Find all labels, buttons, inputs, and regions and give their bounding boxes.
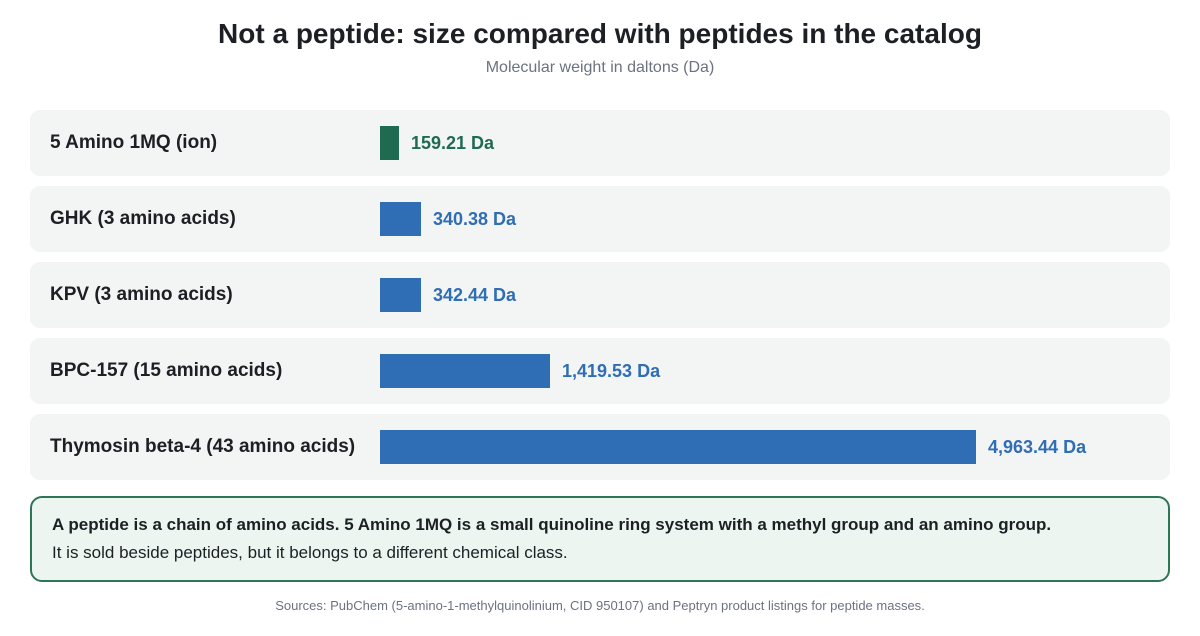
bar: [380, 202, 421, 236]
chart-row: BPC-157 (15 amino acids) 1,419.53 Da: [30, 338, 1170, 404]
data-label: 342.44 Da: [433, 285, 517, 305]
bar: [380, 430, 976, 464]
chart-row: GHK (3 amino acids) 340.38 Da: [30, 186, 1170, 252]
bar: [380, 354, 550, 388]
chart-row: KPV (3 amino acids) 342.44 Da: [30, 262, 1170, 328]
data-label: 4,963.44 Da: [988, 437, 1087, 457]
bar: [380, 278, 421, 312]
category-label: GHK (3 amino acids): [50, 208, 236, 229]
category-label: BPC-157 (15 amino acids): [50, 360, 283, 381]
category-label: 5 Amino 1MQ (ion): [50, 132, 218, 153]
note-line-2: It is sold beside peptides, but it belon…: [52, 543, 568, 562]
bar: [380, 126, 399, 160]
note-line-1: A peptide is a chain of amino acids. 5 A…: [52, 515, 1052, 534]
chart-subtitle: Molecular weight in daltons (Da): [485, 59, 715, 76]
explanation-note: A peptide is a chain of amino acids. 5 A…: [30, 496, 1170, 582]
data-label: 1,419.53 Da: [562, 361, 661, 381]
data-label: 340.38 Da: [433, 209, 517, 229]
chart-title: Not a peptide: size compared with peptid…: [218, 18, 982, 49]
category-label: KPV (3 amino acids): [50, 284, 233, 305]
chart-row: 5 Amino 1MQ (ion) 159.21 Da: [30, 110, 1170, 176]
sources-footnote: Sources: PubChem (5-amino-1-methylquinol…: [275, 598, 925, 613]
data-label: 159.21 Da: [411, 133, 495, 153]
category-label: Thymosin beta-4 (43 amino acids): [50, 436, 356, 457]
chart-row: Thymosin beta-4 (43 amino acids) 4,963.44…: [30, 414, 1170, 480]
